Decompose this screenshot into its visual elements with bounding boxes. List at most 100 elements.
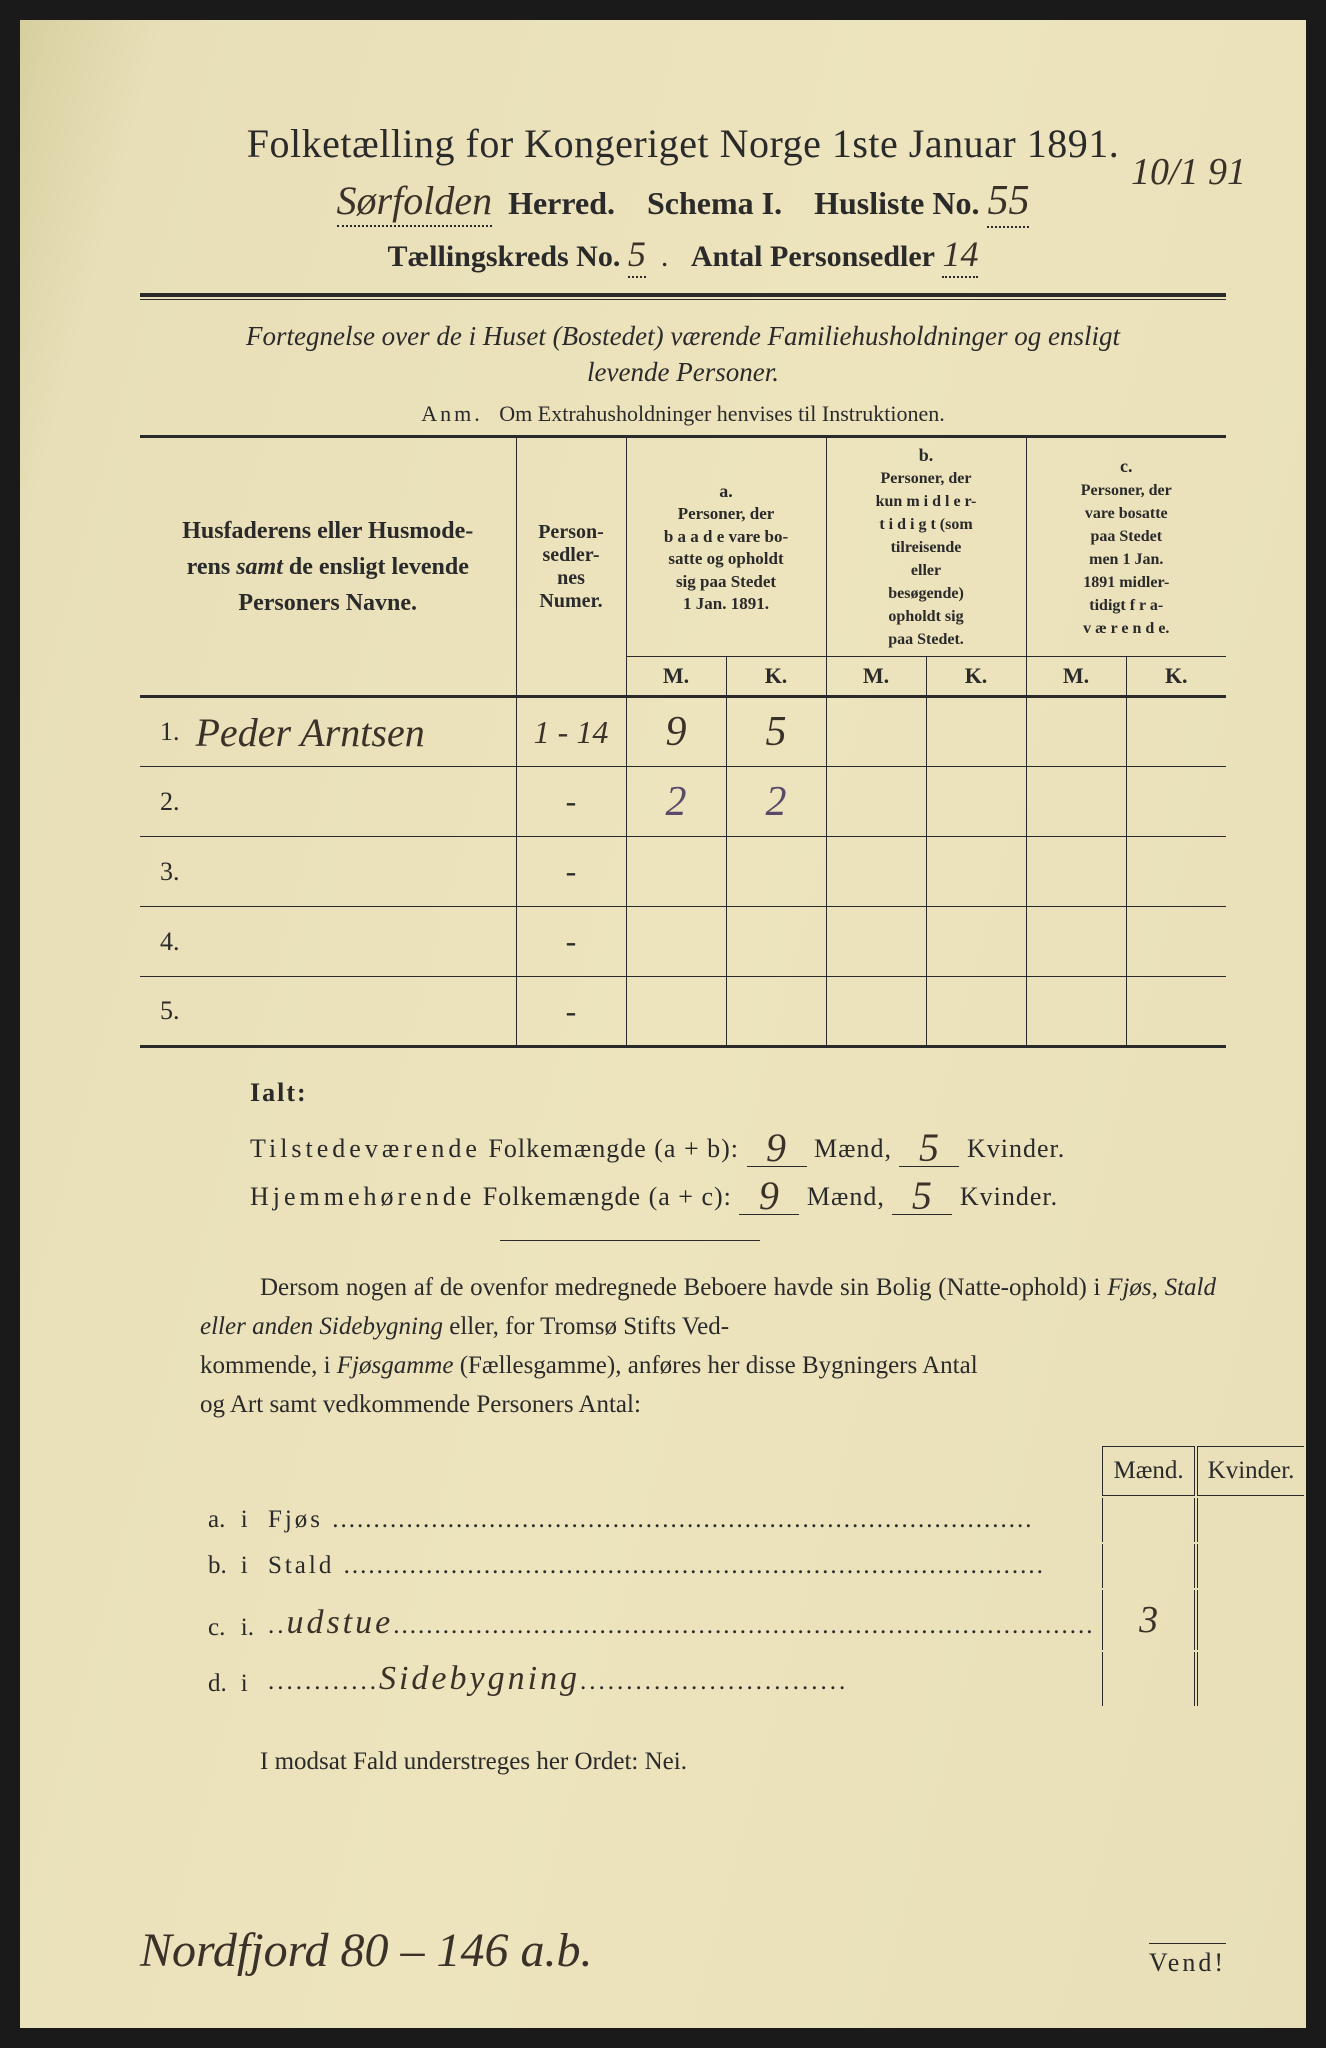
- tilstede-m-hw: 9: [747, 1130, 807, 1167]
- side-i: i: [235, 1498, 260, 1542]
- side-i: i: [235, 1652, 260, 1706]
- husliste-no-handwritten: 55: [987, 178, 1029, 228]
- row-c-m: [1026, 837, 1126, 907]
- row-numer: 1 - 14: [516, 697, 626, 767]
- col-c-m: M.: [1026, 657, 1126, 697]
- kreds-label: Tællingskreds No.: [388, 240, 621, 273]
- row-c-m: [1026, 697, 1126, 767]
- table-row: 2. - 2 2: [140, 767, 1226, 837]
- row-a-k: 5: [726, 697, 826, 767]
- row-name-handwritten: [188, 767, 517, 837]
- nei-line: I modsat Fald understreges her Ordet: Ne…: [260, 1748, 1226, 1776]
- table-row: 5. -: [140, 977, 1226, 1047]
- side-m: [1102, 1652, 1194, 1706]
- row-num: 5.: [140, 977, 188, 1047]
- row-numer: -: [516, 837, 626, 907]
- side-k: [1197, 1544, 1305, 1588]
- side-label: Stald: [262, 1544, 1101, 1588]
- row-b-k: [926, 837, 1026, 907]
- row-a-k: [726, 907, 826, 977]
- col-b-m: M.: [826, 657, 926, 697]
- side-letter: a.: [202, 1498, 233, 1542]
- row-c-k: [1126, 697, 1226, 767]
- col-b-header: b. Personer, derkun m i d l e r-t i d i …: [826, 436, 1026, 657]
- row-a-m: [626, 907, 726, 977]
- personsedler-handwritten: 14: [942, 234, 978, 278]
- side-row: b. i Stald: [202, 1544, 1304, 1588]
- maend-label: Mænd,: [807, 1182, 885, 1211]
- side-i: i: [235, 1544, 260, 1588]
- col-c-label: c.: [1120, 456, 1133, 476]
- subtitle-line2: levende Personer.: [587, 357, 779, 387]
- row-b-m: [826, 907, 926, 977]
- row-num: 4.: [140, 907, 188, 977]
- table-row: 1. Peder Arntsen 1 - 14 9 5: [140, 697, 1226, 767]
- side-m: [1102, 1544, 1194, 1588]
- kreds-no-handwritten: 5: [628, 234, 646, 278]
- side-label: ..udstue: [262, 1590, 1101, 1650]
- bottom-row: Nordfjord 80 – 146 a.b. Vend!: [140, 1923, 1226, 1978]
- side-letter: c.: [202, 1590, 233, 1650]
- col-a-header: a. Personer, derb a a d e vare bo-satte …: [626, 436, 826, 657]
- totals-block: Ialt: Tilstedeværende Folkemængde (a + b…: [140, 1078, 1226, 1212]
- row-c-m: [1026, 977, 1126, 1047]
- side-row: c. i. ..udstue 3: [202, 1590, 1304, 1650]
- side-label: ............Sidebygning.................…: [262, 1652, 1101, 1706]
- col-numer-header: Person-sedler-nesNumer.: [516, 436, 626, 697]
- kvinder-label: Kvinder.: [967, 1134, 1065, 1163]
- side-k: [1197, 1498, 1305, 1542]
- partial-rule: [500, 1240, 760, 1241]
- row-a-m: 2: [626, 767, 726, 837]
- row-c-k: [1126, 837, 1226, 907]
- side-i: i.: [235, 1590, 260, 1650]
- subtitle-line1: Fortegnelse over de i Huset (Bostedet) v…: [246, 321, 1120, 351]
- divider-thick: [140, 293, 1226, 300]
- side-label: Fjøs: [262, 1498, 1101, 1542]
- hjemme-m-hw: 9: [739, 1178, 799, 1215]
- row-c-k: [1126, 977, 1226, 1047]
- tilstede-label-a: Tilstedeværende: [250, 1134, 481, 1163]
- paragraph: Dersom nogen af de ovenfor medregnede Be…: [200, 1269, 1216, 1424]
- row-a-m: 9: [626, 697, 726, 767]
- row-c-k: [1126, 907, 1226, 977]
- ialt-label: Ialt:: [250, 1078, 1226, 1108]
- row-a-k: [726, 837, 826, 907]
- hjemme-line: Hjemmehørende Folkemængde (a + c): 9 Mæn…: [250, 1174, 1226, 1212]
- bottom-handwritten: Nordfjord 80 – 146 a.b.: [140, 1923, 592, 1978]
- row-numer: -: [516, 907, 626, 977]
- subtitle: Fortegnelse over de i Huset (Bostedet) v…: [140, 318, 1226, 391]
- tilstede-label-b: Folkemængde (a + b):: [488, 1134, 739, 1163]
- hjemme-label-a: Hjemmehørende: [250, 1182, 475, 1211]
- row-name-handwritten: [188, 977, 517, 1047]
- side-row: d. i ............Sidebygning............…: [202, 1652, 1304, 1706]
- anm-label: Anm.: [421, 401, 483, 426]
- side-row: a. i Fjøs: [202, 1498, 1304, 1542]
- side-maend-hdr: Mænd.: [1102, 1446, 1194, 1496]
- row-a-m: [626, 977, 726, 1047]
- tilstede-line: Tilstedeværende Folkemængde (a + b): 9 M…: [250, 1126, 1226, 1164]
- row-b-m: [826, 767, 926, 837]
- row-a-m: [626, 837, 726, 907]
- hjemme-label-b: Folkemængde (a + c):: [483, 1182, 732, 1211]
- hjemme-k-hw: 5: [892, 1178, 952, 1215]
- table-row: 4. -: [140, 907, 1226, 977]
- header-row-2: Sørfolden Herred. Schema I. Husliste No.…: [140, 177, 1226, 225]
- row-name-handwritten: Peder Arntsen: [188, 697, 517, 767]
- main-title: Folketælling for Kongeriget Norge 1ste J…: [140, 120, 1226, 167]
- row-num: 1.: [140, 697, 188, 767]
- margin-date-handwritten: 10/1 91: [1131, 150, 1246, 194]
- husliste-label: Husliste No.: [814, 185, 979, 221]
- row-num: 2.: [140, 767, 188, 837]
- col-b-label: b.: [919, 445, 934, 465]
- side-building-table: Mænd. Kvinder. a. i Fjøs b. i Stald c. i…: [200, 1444, 1306, 1708]
- side-m: 3: [1102, 1590, 1194, 1650]
- col-a-k: K.: [726, 657, 826, 697]
- row-a-k: [726, 977, 826, 1047]
- col-a-label: a.: [719, 481, 733, 501]
- side-k: [1197, 1590, 1305, 1650]
- row-numer: -: [516, 767, 626, 837]
- side-k: [1197, 1652, 1305, 1706]
- row-c-m: [1026, 767, 1126, 837]
- annotation-line: Anm. Om Extrahusholdninger henvises til …: [140, 401, 1226, 427]
- header-row-3: Tællingskreds No. 5 . Antal Personsedler…: [140, 233, 1226, 275]
